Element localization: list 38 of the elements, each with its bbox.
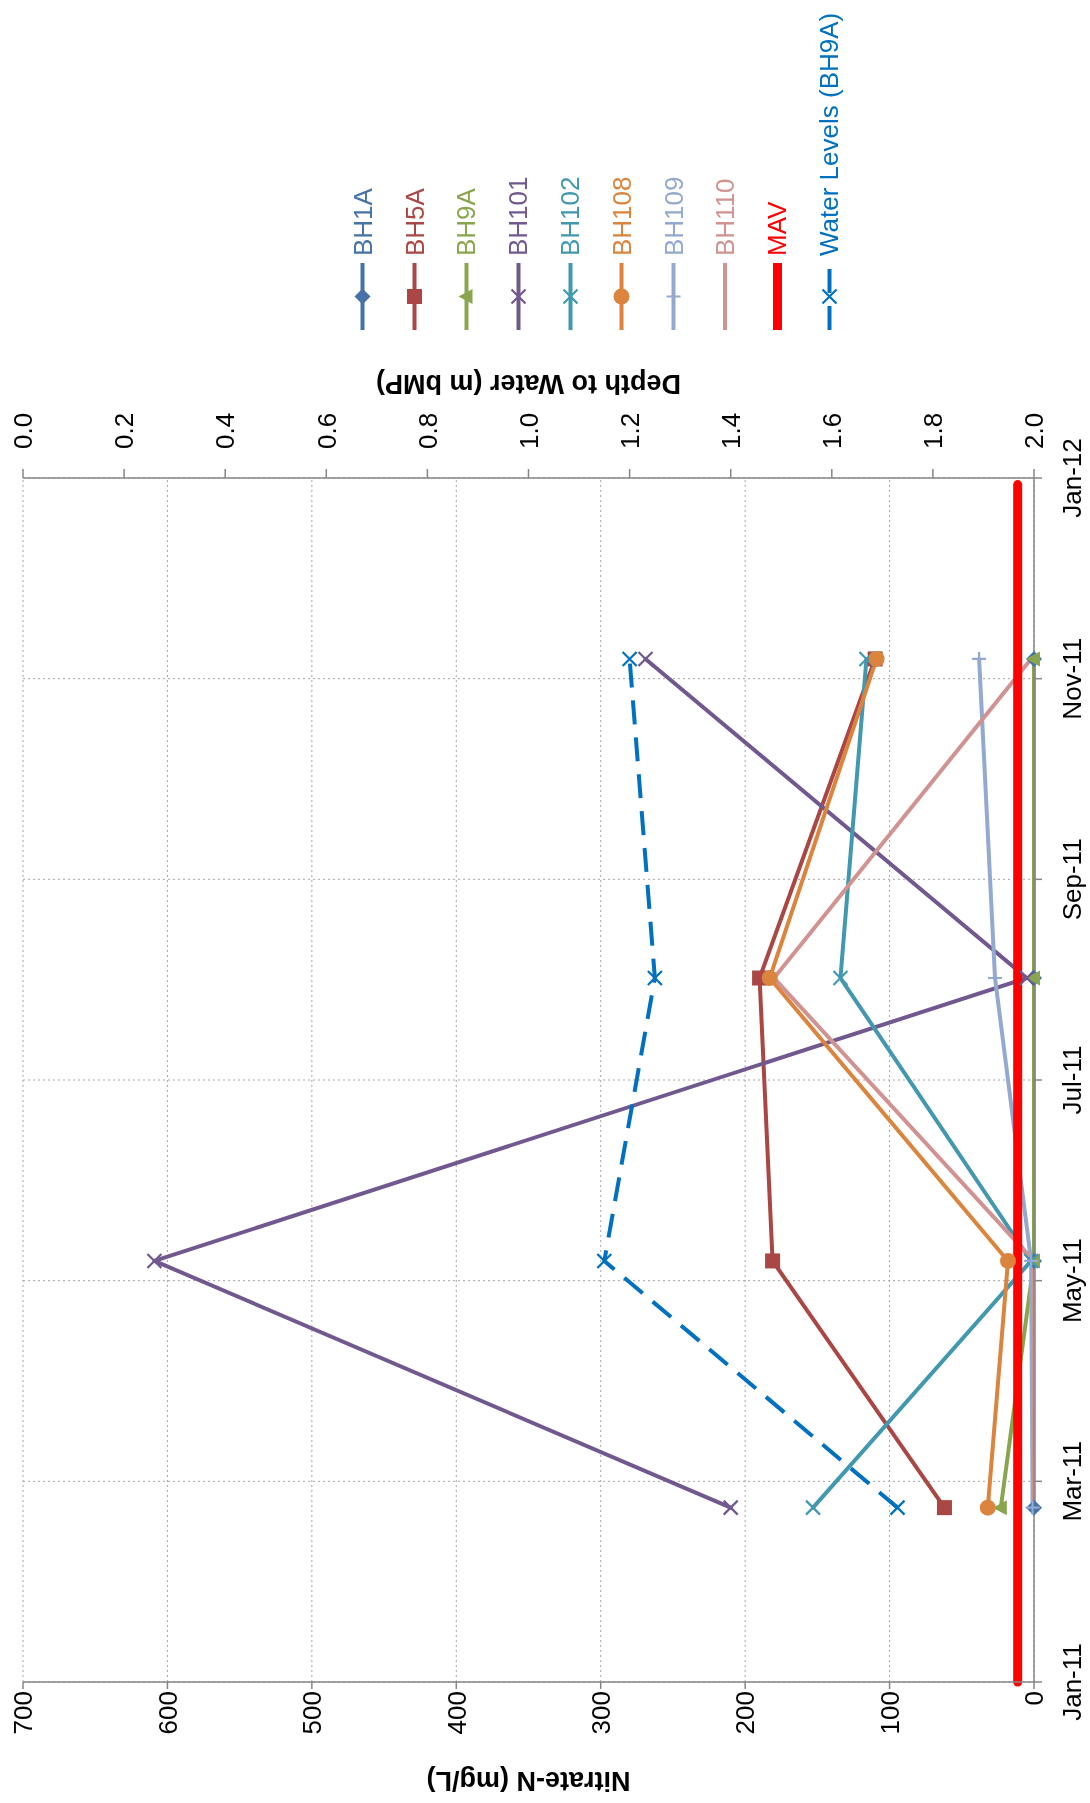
text: BH101 [503, 176, 534, 256]
y-tick-label: Nov-11 [1057, 637, 1088, 720]
x-axis-title: Nitrate-N (mg/L) [426, 1766, 631, 1796]
x2-tick-label: 0.8 [412, 412, 443, 449]
text: BH9A [451, 188, 482, 256]
x-tick-label: 600 [152, 1691, 183, 1735]
y-tick-label: May-11 [1057, 1238, 1088, 1324]
x2-axis-title: Depth to Water (m bMP) [376, 369, 681, 399]
x2-tick-label: 1.6 [817, 412, 848, 449]
x-tick-label: 100 [874, 1691, 905, 1735]
y-tick-label: Mar-11 [1057, 1441, 1088, 1522]
text: Water Levels (BH9A) [814, 12, 845, 256]
text: BH5A [399, 188, 430, 256]
text: BH1A [347, 188, 378, 256]
x-tick-label: 300 [585, 1691, 616, 1735]
text: BH109 [658, 176, 689, 256]
x2-tick-label: 0.6 [311, 412, 342, 449]
y-tick-label: Jul-11 [1057, 1045, 1088, 1115]
x-tick-label: 400 [441, 1691, 472, 1735]
text: BH108 [606, 176, 637, 256]
x2-tick-label: 1.0 [513, 412, 544, 449]
x-tick-label: 200 [730, 1691, 761, 1735]
x2-tick-label: 2.0 [1019, 412, 1050, 449]
y-tick-label: Jan-11 [1057, 1643, 1088, 1721]
x2-tick-label: 0.2 [109, 412, 140, 449]
x2-tick-label: 1.4 [715, 412, 746, 449]
x2-tick-label: 1.2 [614, 412, 645, 449]
text: MAV [762, 201, 793, 256]
x-tick-label: 700 [8, 1691, 39, 1735]
x2-tick-label: 1.8 [918, 412, 949, 449]
y-tick-label: Sep-11 [1057, 838, 1088, 921]
x-tick-label: 500 [297, 1691, 328, 1735]
text: BH110 [710, 178, 741, 256]
text: BH102 [555, 176, 586, 256]
x2-tick-label: 0.4 [210, 412, 241, 449]
y-tick-label: Jan-12 [1057, 438, 1088, 518]
x-tick-label: 0 [1019, 1691, 1050, 1706]
x2-tick-label: 0.0 [8, 412, 39, 449]
